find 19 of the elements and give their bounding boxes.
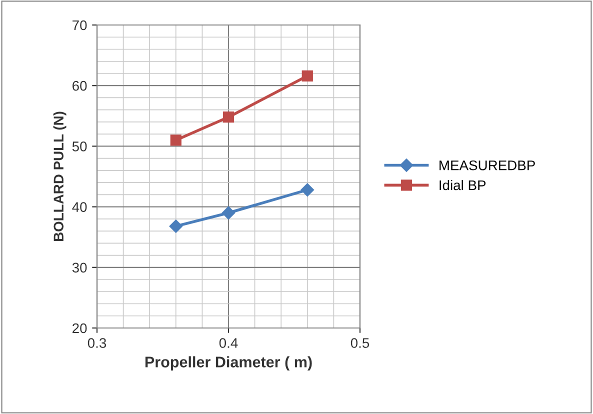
x-tick-label: 0.4 [219,338,238,348]
y-tick-label: 70 [72,20,87,30]
point [170,134,182,146]
x-tick-label: 0.3 [88,338,106,348]
legend-label: Idial BP [440,180,486,190]
y-tick-label: 50 [72,142,87,152]
x-tick-label: 0.5 [350,338,370,348]
x-axis-title: Propeller Diameter ( m) [145,356,312,370]
point [302,70,313,82]
y-tick-label: 20 [72,323,87,334]
y-axis-title: BOLLARD PULL (N) [53,112,66,242]
y-tick-label: 40 [72,202,87,212]
y-tick-label: 30 [72,262,87,273]
y-tick-label: 60 [72,80,87,91]
legend-label: MEASUREDBP [440,160,535,170]
point [222,206,236,220]
point [300,183,314,196]
point [169,220,182,233]
point [222,112,234,123]
